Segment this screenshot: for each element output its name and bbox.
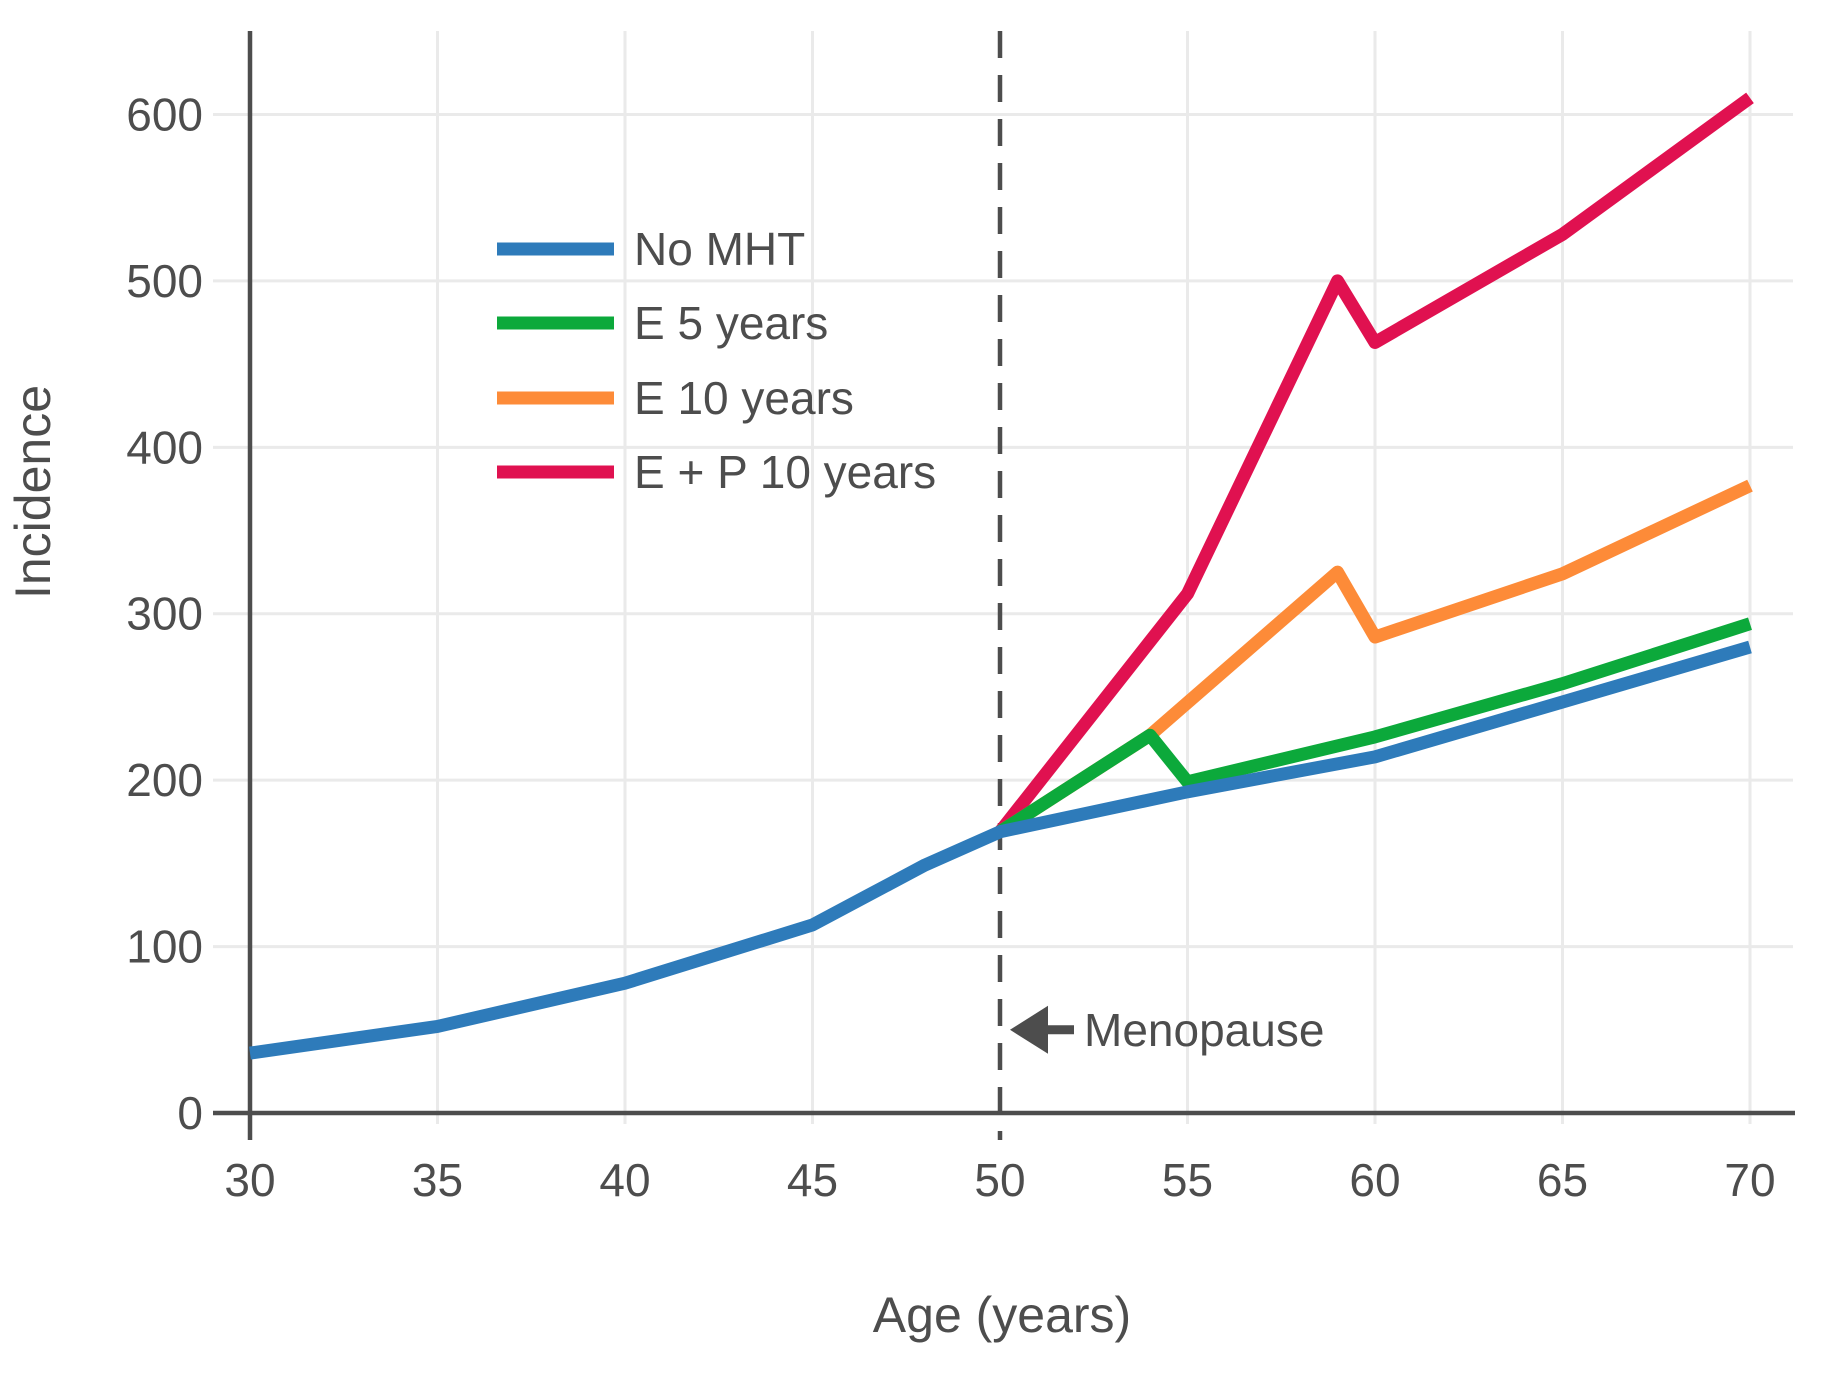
- series-line-e-5-years: [996, 617, 1752, 838]
- y-axis-label: Incidence: [5, 385, 61, 599]
- series-line-e-p-10-years: [994, 92, 1754, 836]
- y-tick-label: 0: [177, 1087, 203, 1139]
- arrow-head: [1010, 1005, 1048, 1054]
- y-tick-label: 300: [126, 588, 203, 640]
- x-tick-label: 70: [1724, 1154, 1775, 1206]
- x-tick-label: 55: [1162, 1154, 1213, 1206]
- legend: No MHT E 5 years E 10 years E + P 10 yea…: [497, 223, 936, 498]
- y-tick-labels: 0 100 200 300 400 500 600: [126, 88, 203, 1139]
- y-tick-label: 100: [126, 921, 203, 973]
- series-lines: [249, 92, 1754, 1060]
- menopause-label: Menopause: [1084, 1004, 1324, 1056]
- legend-item: E 10 years: [497, 372, 854, 424]
- x-tick-label: 65: [1537, 1154, 1588, 1206]
- series-line-no-mht: [249, 640, 1752, 1060]
- y-tick-label: 500: [126, 255, 203, 307]
- x-tick-label: 35: [412, 1154, 463, 1206]
- legend-label: E 5 years: [634, 297, 828, 349]
- x-tick-labels: 30 35 40 45 50 55 60 65 70: [224, 1154, 1775, 1206]
- legend-item: E + P 10 years: [497, 446, 936, 498]
- left-arrow-icon: [1010, 1005, 1074, 1054]
- legend-label: No MHT: [634, 223, 805, 275]
- x-axis-label: Age (years): [873, 1287, 1131, 1343]
- y-tick-label: 200: [126, 754, 203, 806]
- legend-item: No MHT: [497, 223, 805, 275]
- legend-label: E 10 years: [634, 372, 854, 424]
- x-tick-label: 60: [1349, 1154, 1400, 1206]
- x-tick-label: 45: [787, 1154, 838, 1206]
- legend-item: E 5 years: [497, 297, 828, 349]
- x-tick-label: 50: [974, 1154, 1025, 1206]
- y-tick-label: 400: [126, 421, 203, 473]
- legend-label: E + P 10 years: [634, 446, 936, 498]
- x-tick-label: 30: [224, 1154, 275, 1206]
- x-tick-label: 40: [599, 1154, 650, 1206]
- menopause-annotation: Menopause: [1010, 1004, 1324, 1056]
- y-tick-label: 600: [126, 88, 203, 140]
